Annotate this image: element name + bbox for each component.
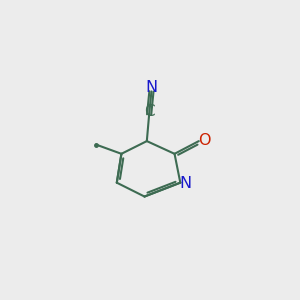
Text: N: N bbox=[146, 80, 158, 95]
Text: N: N bbox=[179, 176, 191, 191]
Text: C: C bbox=[144, 104, 154, 119]
Text: O: O bbox=[198, 133, 210, 148]
